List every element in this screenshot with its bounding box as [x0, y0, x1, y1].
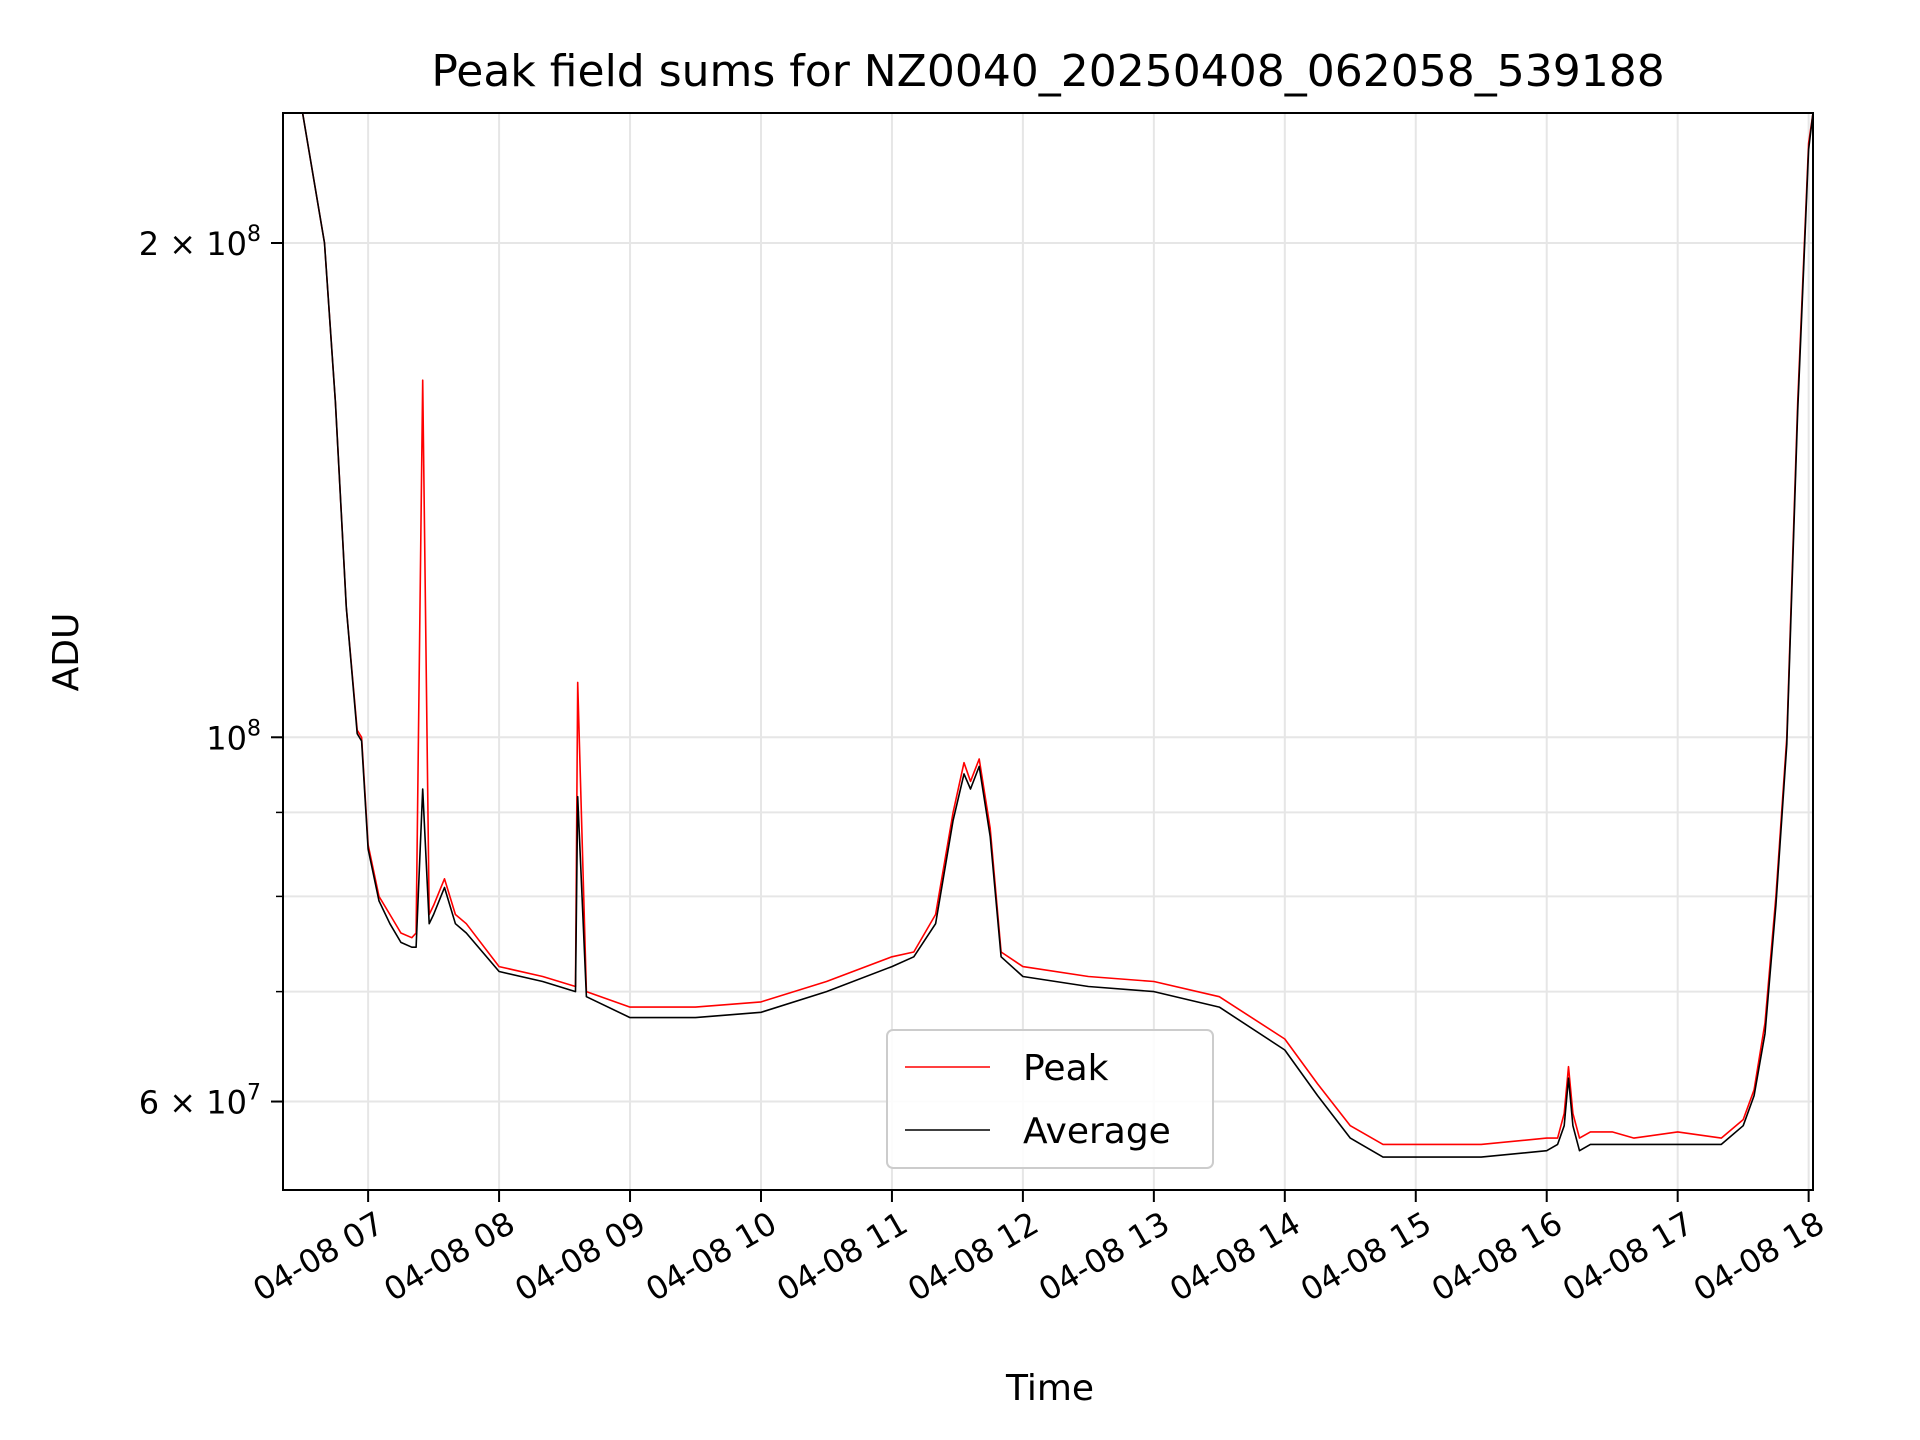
y-axis: 2 × 108 108 6 × 107	[139, 222, 283, 1122]
x-axis-label: Time	[1005, 1368, 1094, 1409]
series-line-average	[283, 113, 1813, 1158]
chart-title: Peak field sums for NZ0040_20250408_0620…	[431, 46, 1664, 97]
legend-label-average: Average	[1023, 1111, 1171, 1152]
legend-box	[886, 1029, 1214, 1169]
y-axis-label: ADU	[46, 613, 87, 692]
legend: Peak Average	[886, 1029, 1214, 1169]
plot-frame	[282, 112, 1814, 1191]
legend-label-peak: Peak	[1023, 1048, 1109, 1089]
series-layer	[283, 113, 1813, 1158]
y-tick-label: 6 × 107	[139, 1081, 261, 1122]
series-line-peak	[283, 113, 1813, 1146]
y-tick-label: 108	[206, 716, 261, 757]
y-tick-label: 2 × 108	[139, 222, 261, 263]
